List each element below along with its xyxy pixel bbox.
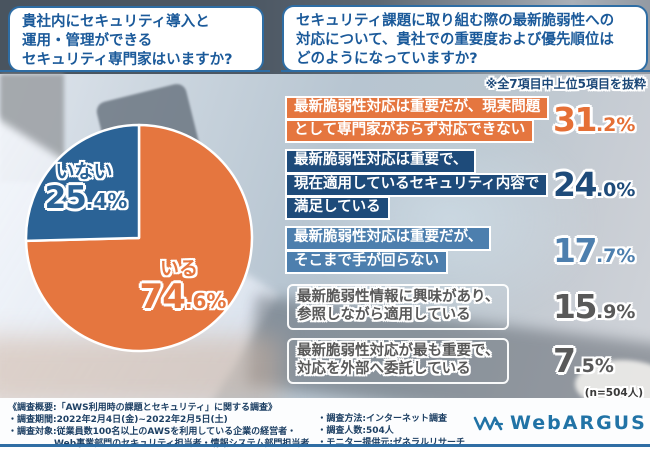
webargus-logo: WebARGUS®Fortify: [473, 403, 650, 434]
item-text-line: 対応を外部へ委託している: [297, 361, 471, 378]
item-text-box: 最新脆弱性対応が最も重要で、 対応を外部へ委託している: [287, 337, 510, 384]
item-percentage-suffix: .5%: [574, 355, 614, 378]
webargus-logo-mark-icon: [473, 416, 504, 431]
pie-value-main: 25: [44, 180, 87, 216]
footer-bottom-rule: [0, 444, 650, 447]
item-percentage-suffix: .7%: [595, 244, 636, 267]
item-percentage-suffix: .2%: [595, 113, 636, 136]
item-text-line: 最新脆弱性情報に興味があり、: [297, 288, 500, 305]
item-percentage: 15.9%: [551, 287, 645, 326]
pie-chart: [24, 123, 254, 353]
item-text-line: 満足している: [287, 197, 388, 219]
question-line: 運用・管理ができる: [22, 32, 153, 49]
item-text-line: 最新脆弱性対応が最も重要で、: [297, 342, 500, 359]
footer: 《調査概要:「AWS利用時の課題とセキュリティ」に関する調査》 ・調査期間:20…: [0, 398, 650, 450]
question-line: 対応について、貴社での重要度および優先順位は: [296, 31, 614, 48]
item-percentage: 24.0%: [551, 165, 645, 204]
survey-method-block: ・調査方法:インターネット調査 ・調査人数:504人 ・モニター提供元:ゼネラル…: [317, 403, 465, 450]
question-line: 貴社内にセキュリティ導入と: [22, 14, 210, 30]
item-percentage-main: 7: [553, 341, 576, 381]
pie-value-iru: 74.6%: [140, 277, 227, 317]
survey-overview-block: 《調査概要:「AWS利用時の課題とセキュリティ」に関する調査》 ・調査期間:20…: [8, 403, 309, 450]
item-percentage-main: 31: [553, 99, 597, 139]
top5-note: ※全7項目中上位5項目を抜粋: [485, 77, 646, 91]
pie-label-inai: いない: [55, 160, 113, 183]
item-text-line: 最新脆弱性対応は重要で、: [287, 151, 475, 173]
survey-overview-line: 《調査概要:「AWS利用時の課題とセキュリティ」に関する調査》: [8, 403, 278, 413]
item-percentage: 7.5%: [551, 341, 645, 380]
item-percentage-main: 17: [553, 230, 597, 270]
item-text-line: そこまで手が回らない: [287, 251, 446, 273]
item-text: 最新脆弱性対応が最も重要で、 対応を外部へ委託している: [287, 337, 551, 384]
list-item-3: 最新脆弱性対応は重要だが、 そこまで手が回らない 17.7%: [287, 226, 645, 275]
list-item-4: 最新脆弱性情報に興味があり、 参照しながら適用している 15.9%: [287, 283, 645, 330]
item-percentage-suffix: .0%: [595, 179, 636, 202]
logo-name: WebARGUS: [509, 412, 647, 434]
pie-value-main: 74: [139, 277, 186, 317]
item-text-box: 最新脆弱性情報に興味があり、 参照しながら適用している: [287, 283, 510, 330]
survey-provider-line: ・モニター提供元:ゼネラルリサーチ: [317, 437, 465, 448]
pie-value-suffix: .6%: [184, 289, 227, 313]
background-photo-shape: [300, 110, 600, 330]
pie-value-inai: 25.4%: [45, 180, 128, 216]
pie-slice-inai: [24, 123, 141, 243]
item-percentage-main: 24: [553, 165, 597, 205]
item-percentage-main: 15: [553, 287, 597, 327]
survey-period-line: ・調査期間:2022年2月4日(金)~2022年2月5日(土): [8, 414, 228, 425]
list-item-1: 最新脆弱性対応は重要だが、現実問題 として専門家がおらず対応できない 31.2%: [287, 95, 645, 144]
item-text-line: 最新脆弱性対応は重要だが、: [287, 228, 490, 250]
item-percentage: 17.7%: [551, 231, 645, 270]
question-line: どのようになっていますか?: [296, 50, 478, 67]
question-line: セキュリティ専門家はいますか?: [22, 51, 233, 68]
priority-list: 最新脆弱性対応は重要だが、現実問題 として専門家がおらず対応できない 31.2%…: [287, 95, 645, 384]
list-item-5: 最新脆弱性対応が最も重要で、 対応を外部へ委託している 7.5%: [287, 337, 645, 384]
survey-count-line: ・調査人数:504人: [317, 425, 394, 436]
item-text-line: 参照しながら適用している: [297, 307, 471, 324]
item-percentage-suffix: .9%: [595, 301, 636, 324]
item-text-line: 現在適用しているセキュリティ内容で: [287, 174, 547, 196]
question-line: セキュリティ課題に取り組む際の最新脆弱性への: [296, 13, 615, 29]
survey-target-line2: Web事業部門のセキュリティ担当者・情報システム部門担当者: [8, 439, 309, 450]
item-percentage: 31.2%: [551, 100, 645, 139]
item-text-line: として専門家がおらず対応できない: [287, 120, 533, 142]
item-text-line: 最新脆弱性対応は重要だが、現実問題: [287, 97, 548, 119]
item-text: 最新脆弱性情報に興味があり、 参照しながら適用している: [287, 283, 551, 330]
footer-content: 《調査概要:「AWS利用時の課題とセキュリティ」に関する調査》 ・調査期間:20…: [0, 398, 650, 450]
list-item-2: 最新脆弱性対応は重要で、 現在適用しているセキュリティ内容で 満足している 24…: [287, 149, 645, 221]
survey-method-line: ・調査方法:インターネット調査: [317, 414, 447, 424]
sample-size-note: (n=504人): [584, 387, 643, 399]
pie-value-suffix: .4%: [85, 189, 128, 213]
pie-label-iru: いる: [159, 257, 199, 280]
item-text: 最新脆弱性対応は重要だが、 そこまで手が回らない: [287, 226, 551, 275]
item-text: 最新脆弱性対応は重要だが、現実問題 として専門家がおらず対応できない: [287, 95, 551, 144]
question-box-pie: 貴社内にセキュリティ導入と 運用・管理ができる セキュリティ専門家はいますか?: [8, 6, 264, 72]
survey-target-line: ・調査対象:従業員数100名以上のAWSを利用している企業の経営者・: [8, 426, 297, 437]
item-text: 最新脆弱性対応は重要で、 現在適用しているセキュリティ内容で 満足している: [287, 149, 551, 221]
question-box-list: セキュリティ課題に取り組む際の最新脆弱性への 対応について、貴社での重要度および…: [282, 5, 648, 72]
